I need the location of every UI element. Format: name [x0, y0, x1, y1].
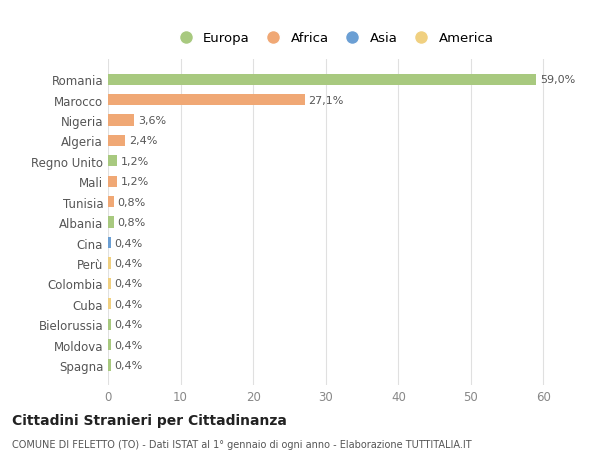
Text: 1,2%: 1,2% — [121, 157, 149, 167]
Text: 0,4%: 0,4% — [115, 360, 143, 370]
Text: 27,1%: 27,1% — [308, 95, 344, 106]
Text: 59,0%: 59,0% — [540, 75, 575, 85]
Bar — [108, 278, 111, 289]
Text: 0,4%: 0,4% — [115, 238, 143, 248]
Bar — [108, 156, 117, 167]
Bar — [108, 298, 111, 310]
Bar — [108, 196, 114, 208]
Text: Cittadini Stranieri per Cittadinanza: Cittadini Stranieri per Cittadinanza — [12, 414, 287, 428]
Bar — [108, 115, 134, 126]
Text: 0,4%: 0,4% — [115, 340, 143, 350]
Text: 0,4%: 0,4% — [115, 279, 143, 289]
Bar — [108, 359, 111, 371]
Text: 0,8%: 0,8% — [118, 197, 146, 207]
Text: COMUNE DI FELETTO (TO) - Dati ISTAT al 1° gennaio di ogni anno - Elaborazione TU: COMUNE DI FELETTO (TO) - Dati ISTAT al 1… — [12, 440, 472, 449]
Bar — [108, 95, 305, 106]
Text: 1,2%: 1,2% — [121, 177, 149, 187]
Bar — [108, 74, 536, 86]
Legend: Europa, Africa, Asia, America: Europa, Africa, Asia, America — [167, 27, 499, 50]
Text: 0,4%: 0,4% — [115, 258, 143, 269]
Text: 0,8%: 0,8% — [118, 218, 146, 228]
Text: 0,4%: 0,4% — [115, 319, 143, 330]
Bar — [108, 176, 117, 187]
Text: 0,4%: 0,4% — [115, 299, 143, 309]
Text: 3,6%: 3,6% — [138, 116, 166, 126]
Bar — [108, 217, 114, 228]
Text: 2,4%: 2,4% — [129, 136, 157, 146]
Bar — [108, 237, 111, 249]
Bar — [108, 258, 111, 269]
Bar — [108, 339, 111, 350]
Bar — [108, 319, 111, 330]
Bar — [108, 135, 125, 147]
